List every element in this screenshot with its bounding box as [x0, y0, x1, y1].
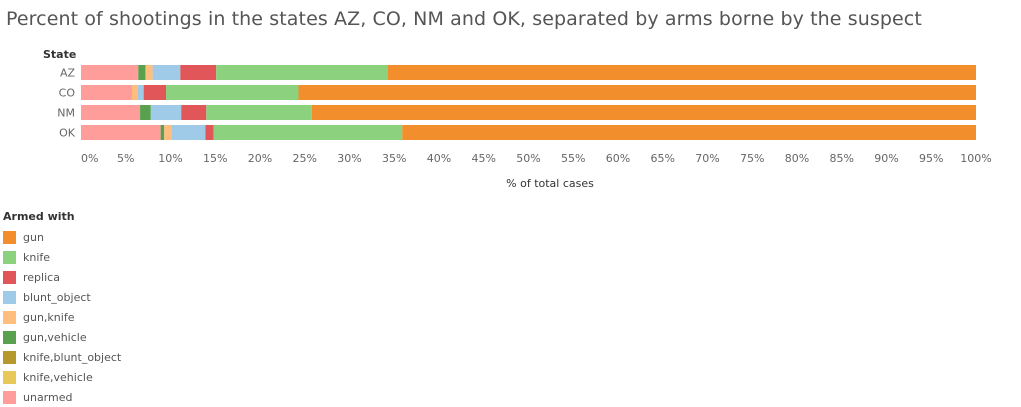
legend-label: replica: [23, 270, 60, 284]
bar-segment-ok-unarmed[interactable]: [81, 125, 161, 140]
legend-swatch: [3, 230, 16, 244]
x-tick-label: 15%: [203, 152, 227, 165]
x-tick-label: 40%: [427, 152, 451, 165]
x-tick-label: 60%: [606, 152, 630, 165]
legend-item-knife-blunt-object[interactable]: knife,blunt_object: [3, 347, 121, 367]
legend-swatch: [3, 250, 16, 264]
bar-segment-nm-replica[interactable]: [181, 105, 207, 120]
x-tick-label: 95%: [919, 152, 943, 165]
legend-swatch: [3, 330, 16, 344]
legend-item-knife-vehicle[interactable]: knife,vehicle: [3, 367, 121, 387]
x-tick-label: 65%: [651, 152, 675, 165]
x-tick-label: 90%: [874, 152, 898, 165]
bar-segment-ok-blunt-object[interactable]: [171, 125, 206, 140]
bar-segment-nm-unarmed[interactable]: [81, 105, 141, 120]
x-tick-label: 30%: [337, 152, 361, 165]
x-axis-title: % of total cases: [506, 177, 594, 190]
x-tick-label: 20%: [248, 152, 272, 165]
x-tick-label: 5%: [117, 152, 134, 165]
bar-segment-co-knife[interactable]: [166, 85, 299, 100]
legend-item-knife[interactable]: knife: [3, 247, 121, 267]
bar-segment-co-replica[interactable]: [143, 85, 167, 100]
stacked-bar-chart: State AZ CO NM OK 0% 5% 10% 15% 20% 25% 30% 35% 40%…: [43, 48, 992, 190]
legend-swatch: [3, 310, 16, 324]
row-label-az: AZ: [60, 67, 76, 80]
legend-swatch: [3, 370, 16, 384]
bar-segment-co-gun-knife[interactable]: [132, 85, 138, 100]
bar-segment-az-gun-knife[interactable]: [145, 65, 153, 80]
legend-label: gun: [23, 230, 44, 244]
row-header: State: [43, 48, 76, 61]
bar-segment-ok-gun-vehicle[interactable]: [160, 125, 165, 140]
bar-segment-az-unarmed[interactable]: [81, 65, 139, 80]
x-tick-label: 25%: [293, 152, 317, 165]
x-tick-label: 35%: [382, 152, 406, 165]
legend-label: blunt_object: [23, 290, 91, 304]
legend-swatch: [3, 390, 16, 404]
legend-title: Armed with: [3, 210, 75, 223]
bar-segment-ok-knife[interactable]: [213, 125, 403, 140]
bar-segment-co-gun[interactable]: [298, 85, 976, 100]
row-label-co: CO: [59, 87, 76, 100]
legend-label: knife,vehicle: [23, 370, 93, 384]
x-tick-label: 0%: [81, 152, 98, 165]
legend-swatch: [3, 270, 16, 284]
x-tick-label: 100%: [960, 152, 991, 165]
x-tick-label: 55%: [561, 152, 585, 165]
x-tick-label: 10%: [158, 152, 182, 165]
bar-segment-ok-replica[interactable]: [205, 125, 214, 140]
legend-label: gun,vehicle: [23, 330, 87, 344]
x-tick-label: 75%: [740, 152, 764, 165]
x-tick-label: 85%: [830, 152, 854, 165]
legend-item-gun-vehicle[interactable]: gun,vehicle: [3, 327, 121, 347]
row-label-ok: OK: [59, 127, 76, 140]
bar-segment-nm-gun-vehicle[interactable]: [140, 105, 151, 120]
legend-item-replica[interactable]: replica: [3, 267, 121, 287]
bar-segment-nm-gun[interactable]: [311, 105, 976, 120]
legend-item-blunt-object[interactable]: blunt_object: [3, 287, 121, 307]
bar-segment-az-replica[interactable]: [180, 65, 217, 80]
legend-label: gun,knife: [23, 310, 75, 324]
legend-item-unarmed[interactable]: unarmed: [3, 387, 121, 407]
bar-segment-az-gun[interactable]: [387, 65, 976, 80]
legend-item-gun-knife[interactable]: gun,knife: [3, 307, 121, 327]
legend-swatch: [3, 290, 16, 304]
x-tick-label: 80%: [785, 152, 809, 165]
bar-segment-nm-blunt-object[interactable]: [150, 105, 182, 120]
legend-label: knife,blunt_object: [23, 350, 122, 364]
legend-swatch: [3, 350, 16, 364]
x-tick-label: 45%: [472, 152, 496, 165]
x-tick-label: 50%: [516, 152, 540, 165]
legend-label: knife: [23, 250, 51, 264]
bar-segment-co-blunt-object[interactable]: [137, 85, 144, 100]
bar-segment-az-blunt-object[interactable]: [152, 65, 181, 80]
x-tick-label: 70%: [695, 152, 719, 165]
bar-segment-ok-gun-knife[interactable]: [164, 125, 172, 140]
bar-segment-az-knife[interactable]: [216, 65, 388, 80]
bar-segment-ok-gun[interactable]: [402, 125, 976, 140]
bar-segment-co-unarmed[interactable]: [81, 85, 133, 100]
legend-label: unarmed: [23, 390, 73, 404]
legend-item-gun[interactable]: gun: [3, 227, 121, 247]
row-label-nm: NM: [57, 107, 75, 120]
bar-segment-nm-knife[interactable]: [206, 105, 312, 120]
chart-title: Percent of shootings in the states AZ, C…: [6, 8, 922, 30]
bar-segment-az-gun-vehicle[interactable]: [138, 65, 146, 80]
